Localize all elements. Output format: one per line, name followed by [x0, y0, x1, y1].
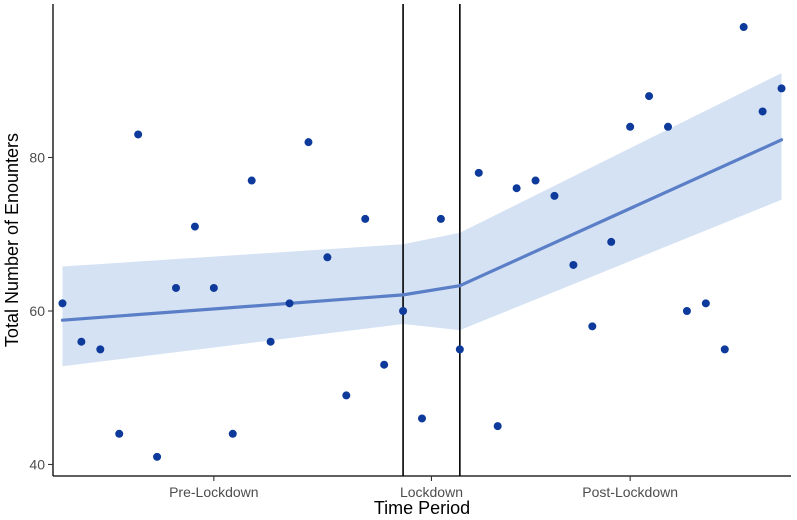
- data-point-29: [588, 322, 597, 331]
- confidence-band: [62, 73, 782, 367]
- confidence-band-segment-1: [62, 244, 404, 367]
- data-point-2: [77, 337, 86, 346]
- data-point-11: [247, 176, 256, 185]
- data-point-36: [720, 345, 729, 354]
- data-point-17: [361, 214, 370, 223]
- y-axis-title: Total Number of Enounters: [2, 133, 22, 347]
- trend-line-segment-1: [60, 293, 405, 322]
- data-point-24: [493, 422, 502, 431]
- confidence-band-segment-2: [403, 232, 460, 331]
- data-point-21: [436, 214, 445, 223]
- data-point-19: [399, 306, 408, 315]
- data-point-33: [664, 122, 672, 131]
- x-tick-label-1: Pre-Lockdown: [169, 484, 259, 500]
- data-point-16: [342, 391, 351, 400]
- data-point-38: [758, 107, 767, 116]
- data-point-9: [209, 283, 218, 292]
- data-point-30: [607, 237, 616, 246]
- data-point-6: [153, 452, 162, 461]
- data-point-26: [531, 176, 540, 185]
- period-dividers: [402, 4, 461, 476]
- data-point-35: [701, 299, 710, 308]
- data-point-15: [323, 253, 332, 262]
- data-point-22: [455, 345, 464, 354]
- x-axis-ticks: Pre-Lockdown Lockdown Post-Lockdown: [169, 476, 678, 500]
- trend-line-segment-3: [458, 138, 784, 288]
- axes: [52, 4, 791, 477]
- data-point-28: [569, 260, 578, 269]
- data-point-14: [304, 138, 313, 147]
- data-point-18: [380, 360, 389, 369]
- data-point-37: [739, 23, 748, 32]
- confidence-band-segment-3: [459, 73, 782, 331]
- data-point-12: [266, 337, 275, 346]
- data-point-1: [58, 299, 67, 308]
- trend-line-segment-2: [401, 284, 462, 297]
- data-point-10: [228, 429, 237, 438]
- data-point-34: [682, 306, 691, 315]
- data-point-25: [512, 184, 521, 193]
- data-point-3: [96, 345, 105, 354]
- y-axis-ticks: 40 60 80: [29, 149, 53, 472]
- data-point-20: [418, 414, 426, 423]
- y-tick-label-60: 60: [29, 303, 45, 319]
- data-point-39: [777, 84, 786, 93]
- data-points: [58, 23, 786, 461]
- data-point-8: [190, 222, 199, 231]
- x-axis-title: Time Period: [374, 498, 470, 518]
- data-point-32: [645, 92, 654, 101]
- trend-line: [60, 138, 784, 322]
- x-tick-label-3: Post-Lockdown: [582, 484, 678, 500]
- data-point-4: [115, 429, 124, 438]
- data-point-5: [134, 130, 143, 139]
- data-point-7: [172, 283, 180, 292]
- y-tick-label-80: 80: [29, 149, 45, 165]
- data-point-31: [626, 122, 635, 131]
- data-point-23: [474, 168, 483, 177]
- x-tick-label-2: Lockdown: [400, 484, 463, 500]
- data-point-13: [285, 299, 294, 308]
- y-tick-label-40: 40: [29, 456, 45, 472]
- data-point-27: [550, 191, 559, 200]
